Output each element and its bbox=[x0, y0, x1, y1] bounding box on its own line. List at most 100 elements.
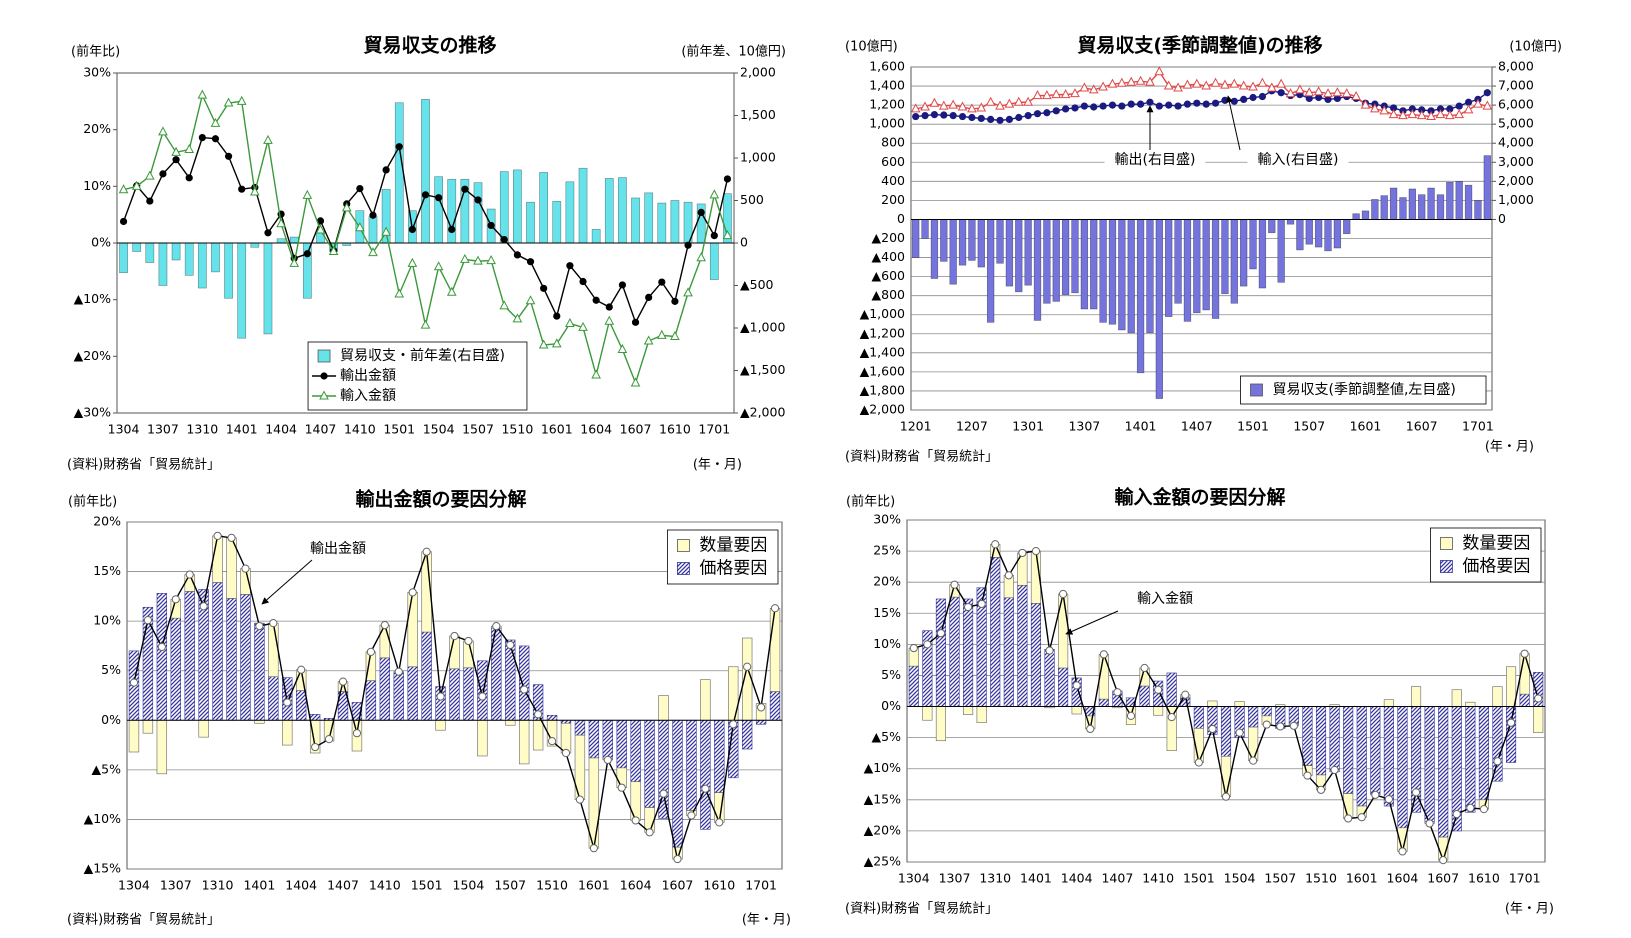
x-tick-label: 1507 bbox=[462, 422, 494, 437]
bar-segment bbox=[156, 593, 168, 721]
line-marker bbox=[1023, 96, 1033, 106]
bar bbox=[1324, 219, 1332, 252]
bar-segment bbox=[1451, 689, 1462, 707]
bar bbox=[263, 242, 273, 335]
line-marker bbox=[1493, 757, 1502, 766]
line-marker bbox=[264, 229, 272, 237]
x-tick-label: 1304 bbox=[118, 878, 150, 893]
line-marker bbox=[1201, 80, 1212, 90]
line-marker bbox=[957, 101, 968, 111]
line-marker bbox=[513, 251, 521, 259]
x-tick-label: 1410 bbox=[344, 422, 376, 437]
x-tick-label: 1604 bbox=[1387, 871, 1419, 886]
y-tick-label: 0% bbox=[881, 698, 901, 713]
y-tick-label: ▲800 bbox=[872, 287, 906, 302]
bar bbox=[930, 219, 939, 279]
line-marker bbox=[1452, 810, 1461, 819]
line-marker bbox=[526, 258, 535, 266]
bar-segment bbox=[1533, 706, 1544, 733]
bar-segment bbox=[184, 591, 195, 721]
bar bbox=[1455, 181, 1463, 220]
bar bbox=[158, 242, 168, 286]
x-tick-label: 1701 bbox=[745, 878, 777, 893]
line-marker bbox=[977, 599, 986, 609]
line-marker bbox=[1135, 75, 1146, 85]
bar-segment bbox=[1220, 755, 1232, 798]
bar bbox=[709, 242, 719, 280]
line-marker bbox=[697, 208, 705, 216]
line-marker bbox=[910, 103, 921, 113]
x-axis-label: (年・月) bbox=[742, 913, 791, 928]
y-tick-label: ▲15% bbox=[84, 861, 122, 876]
line-marker bbox=[1210, 77, 1221, 87]
bar-segment bbox=[1248, 726, 1259, 761]
legend-box bbox=[667, 529, 779, 585]
y-tick-label: 0% bbox=[91, 235, 111, 250]
bar-segment bbox=[1261, 706, 1272, 717]
line-marker bbox=[492, 622, 501, 631]
y-tick-label: 0 bbox=[897, 211, 905, 226]
legend-swatch bbox=[1440, 537, 1453, 550]
line-marker bbox=[631, 816, 640, 825]
line-marker bbox=[1090, 103, 1098, 111]
bar bbox=[1249, 219, 1257, 270]
y2-tick-label: 2,000 bbox=[740, 65, 776, 80]
x-tick-label: 1401 bbox=[226, 422, 258, 437]
x-axis-label: (年・月) bbox=[1485, 440, 1534, 455]
line-marker bbox=[1024, 111, 1032, 120]
line-marker bbox=[223, 97, 234, 107]
bar-segment bbox=[449, 668, 460, 721]
y2-tick-label: ▲1,000 bbox=[740, 320, 785, 335]
line-marker bbox=[565, 317, 575, 327]
bar-segment bbox=[156, 719, 168, 775]
line-marker bbox=[1248, 81, 1258, 91]
line-marker bbox=[395, 143, 403, 151]
line-marker bbox=[963, 602, 973, 612]
line-marker bbox=[1330, 765, 1339, 775]
bar bbox=[1446, 181, 1454, 220]
x-tick-label: 1310 bbox=[202, 878, 234, 893]
line-marker bbox=[1295, 84, 1305, 94]
line-marker bbox=[603, 755, 612, 765]
line-marker bbox=[1257, 77, 1268, 87]
bar-segment bbox=[935, 598, 946, 707]
y-tick-label: 10% bbox=[873, 636, 901, 651]
y2-axis-label: (前年差、10億円) bbox=[681, 44, 786, 60]
x-tick-label: 1607 bbox=[620, 422, 652, 437]
bar-segment bbox=[686, 719, 697, 811]
bar bbox=[912, 219, 920, 258]
line-marker bbox=[1117, 77, 1127, 87]
line-marker bbox=[1506, 718, 1516, 727]
y-tick-label: ▲600 bbox=[872, 268, 906, 283]
bar-segment bbox=[1288, 706, 1299, 725]
y-tick-label: 200 bbox=[881, 192, 905, 207]
bar bbox=[996, 219, 1004, 264]
line-marker bbox=[1324, 95, 1332, 103]
y-tick-label: ▲20% bbox=[864, 822, 902, 837]
line-marker bbox=[478, 692, 487, 701]
line-marker bbox=[936, 629, 946, 638]
bar bbox=[1052, 219, 1060, 302]
bar bbox=[513, 169, 522, 244]
legend-label: 輸入金額 bbox=[340, 388, 396, 404]
bar bbox=[119, 242, 128, 274]
bar bbox=[578, 167, 588, 244]
y-tick-label: ▲1,000 bbox=[860, 306, 905, 321]
bar-segment bbox=[1397, 706, 1408, 829]
bar bbox=[618, 177, 627, 244]
bar bbox=[1371, 199, 1379, 220]
line-marker bbox=[435, 194, 443, 202]
x-tick-label: 1507 bbox=[494, 878, 526, 893]
x-tick-label: 1501 bbox=[1183, 871, 1215, 886]
bar-segment bbox=[1207, 700, 1218, 707]
bar-segment bbox=[365, 651, 377, 681]
legend-label: 貿易収支(季節調整値,左目盛) bbox=[1273, 381, 1456, 398]
line-marker bbox=[921, 111, 929, 120]
y-tick-label: 1,000 bbox=[869, 116, 905, 131]
line-marker bbox=[1266, 82, 1277, 92]
bar bbox=[1211, 219, 1220, 319]
line-marker bbox=[198, 134, 206, 142]
bar-segment bbox=[672, 719, 683, 848]
line-marker bbox=[158, 126, 168, 136]
x-tick-label: 1310 bbox=[979, 871, 1011, 886]
